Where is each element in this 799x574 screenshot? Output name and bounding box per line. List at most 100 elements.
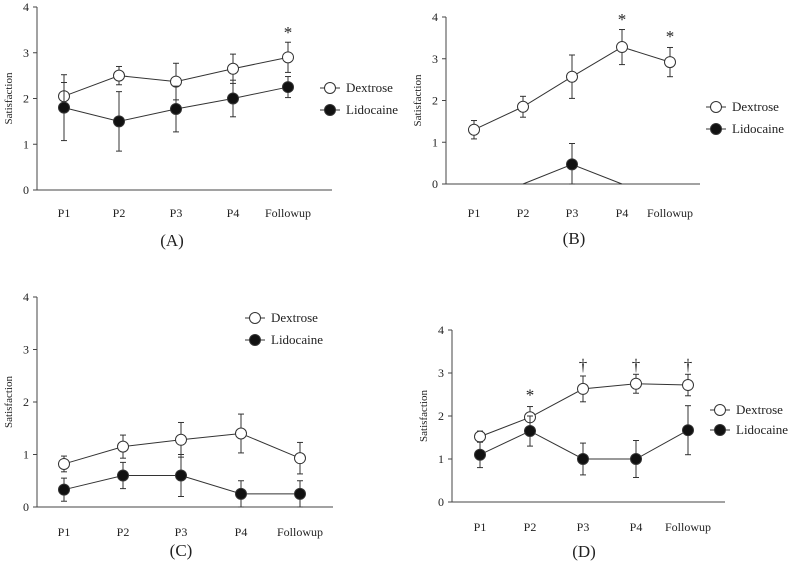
data-point-dextrose (616, 41, 628, 54)
x-tick-label: P4 (235, 525, 248, 539)
chart-panel-2: 0 1 2 3 4 P1 P2 P3 P4 Followup Satisfaction * * Dextr… (412, 10, 784, 248)
data-point-lidocaine (117, 469, 129, 482)
legend-label: Lidocaine (732, 121, 784, 136)
data-point-lidocaine (235, 487, 247, 500)
x-tick-label: Followup (647, 206, 693, 220)
legend-marker (324, 104, 336, 116)
data-point-lidocaine (58, 483, 70, 496)
legend-label: Lidocaine (736, 422, 788, 437)
legend-marker (249, 334, 261, 346)
data-point-dextrose (282, 51, 294, 64)
significance-marker: * (618, 10, 627, 29)
x-tick-label: Followup (665, 520, 711, 534)
legend-label: Dextrose (271, 310, 318, 325)
y-tick-label: 4 (23, 0, 29, 14)
y-tick-label: 1 (432, 135, 438, 149)
data-point-dextrose (468, 123, 480, 136)
data-point-dextrose (577, 382, 589, 395)
significance-marker: † (579, 355, 588, 374)
x-tick-label: P2 (113, 206, 126, 220)
data-point-dextrose (294, 452, 306, 465)
significance-marker: * (666, 27, 675, 46)
data-point-lidocaine (682, 424, 694, 437)
legend-marker (324, 82, 336, 94)
y-tick-label: 0 (438, 495, 444, 509)
significance-marker: † (684, 355, 693, 374)
legend-marker (249, 312, 261, 324)
data-point-dextrose (58, 457, 70, 470)
data-point-dextrose (682, 379, 694, 392)
data-point-lidocaine (577, 453, 589, 465)
y-tick-label: 2 (23, 92, 29, 106)
y-axis-label: Satisfaction (412, 74, 424, 126)
data-point-lidocaine (282, 81, 294, 94)
legend-label: Dextrose (346, 80, 393, 95)
x-tick-label: P1 (58, 206, 71, 220)
y-axis-label: Satisfaction (3, 72, 15, 124)
y-tick-label: 3 (23, 46, 29, 60)
y-tick-label: 1 (438, 452, 444, 466)
legend-label: Lidocaine (271, 332, 323, 347)
data-point-dextrose (630, 377, 642, 390)
y-tick-label: 3 (23, 343, 29, 357)
x-tick-label: P3 (170, 206, 183, 220)
y-tick-label: 0 (432, 177, 438, 191)
x-tick-label: P2 (517, 206, 530, 220)
data-point-dextrose (175, 433, 187, 446)
data-point-lidocaine (175, 469, 187, 482)
significance-marker: * (284, 23, 293, 42)
y-tick-label: 0 (23, 183, 29, 197)
x-tick-label: P1 (58, 525, 71, 539)
data-point-lidocaine (474, 448, 486, 461)
y-tick-label: 2 (23, 395, 29, 409)
panel-label: (C) (170, 541, 193, 560)
x-tick-label: P3 (566, 206, 579, 220)
data-point-dextrose (566, 70, 578, 83)
y-tick-label: 4 (23, 290, 29, 304)
data-point-dextrose (113, 69, 125, 82)
data-point-dextrose (170, 75, 182, 88)
y-axis-label: Satisfaction (3, 376, 15, 428)
data-point-lidocaine (294, 487, 306, 500)
data-point-lidocaine (170, 103, 182, 116)
legend-marker (714, 404, 726, 416)
x-tick-label: P3 (175, 525, 188, 539)
legend-marker (714, 424, 726, 436)
data-point-lidocaine (566, 158, 578, 171)
x-tick-label: P2 (117, 525, 130, 539)
panel-label: (A) (160, 231, 184, 250)
panel-label: (D) (572, 542, 596, 561)
y-tick-label: 2 (432, 94, 438, 108)
legend-label: Lidocaine (346, 102, 398, 117)
data-point-lidocaine (524, 425, 536, 438)
y-tick-label: 4 (438, 323, 444, 337)
panel-label: (B) (563, 229, 586, 248)
x-tick-label: P1 (474, 520, 487, 534)
data-point-dextrose (235, 427, 247, 440)
data-point-lidocaine (630, 453, 642, 465)
x-tick-label: Followup (265, 206, 311, 220)
legend-label: Dextrose (736, 402, 783, 417)
y-tick-label: 0 (23, 500, 29, 514)
y-axis-label: Satisfaction (418, 390, 430, 442)
data-point-dextrose (517, 100, 529, 113)
significance-marker: * (526, 386, 535, 405)
legend-marker (710, 101, 722, 113)
chart-panel-1: 0 1 2 3 4 P1 P2 P3 P4 Followup Satisfaction * Dextro… (3, 0, 398, 250)
y-tick-label: 3 (438, 366, 444, 380)
data-point-dextrose (474, 430, 486, 443)
data-point-dextrose (664, 56, 676, 69)
data-point-lidocaine (58, 101, 70, 114)
x-tick-label: P3 (577, 520, 590, 534)
data-point-dextrose (227, 62, 239, 75)
x-tick-label: P4 (616, 206, 629, 220)
y-tick-label: 3 (432, 52, 438, 66)
data-point-dextrose (117, 440, 129, 453)
y-tick-label: 1 (23, 137, 29, 151)
y-tick-label: 4 (432, 10, 438, 24)
x-tick-label: Followup (277, 525, 323, 539)
data-point-lidocaine (113, 115, 125, 128)
chart-panel-4: 0 1 2 3 4 P1 P2 P3 P4 Followup Satisfaction * † † † Dex… (418, 323, 788, 561)
